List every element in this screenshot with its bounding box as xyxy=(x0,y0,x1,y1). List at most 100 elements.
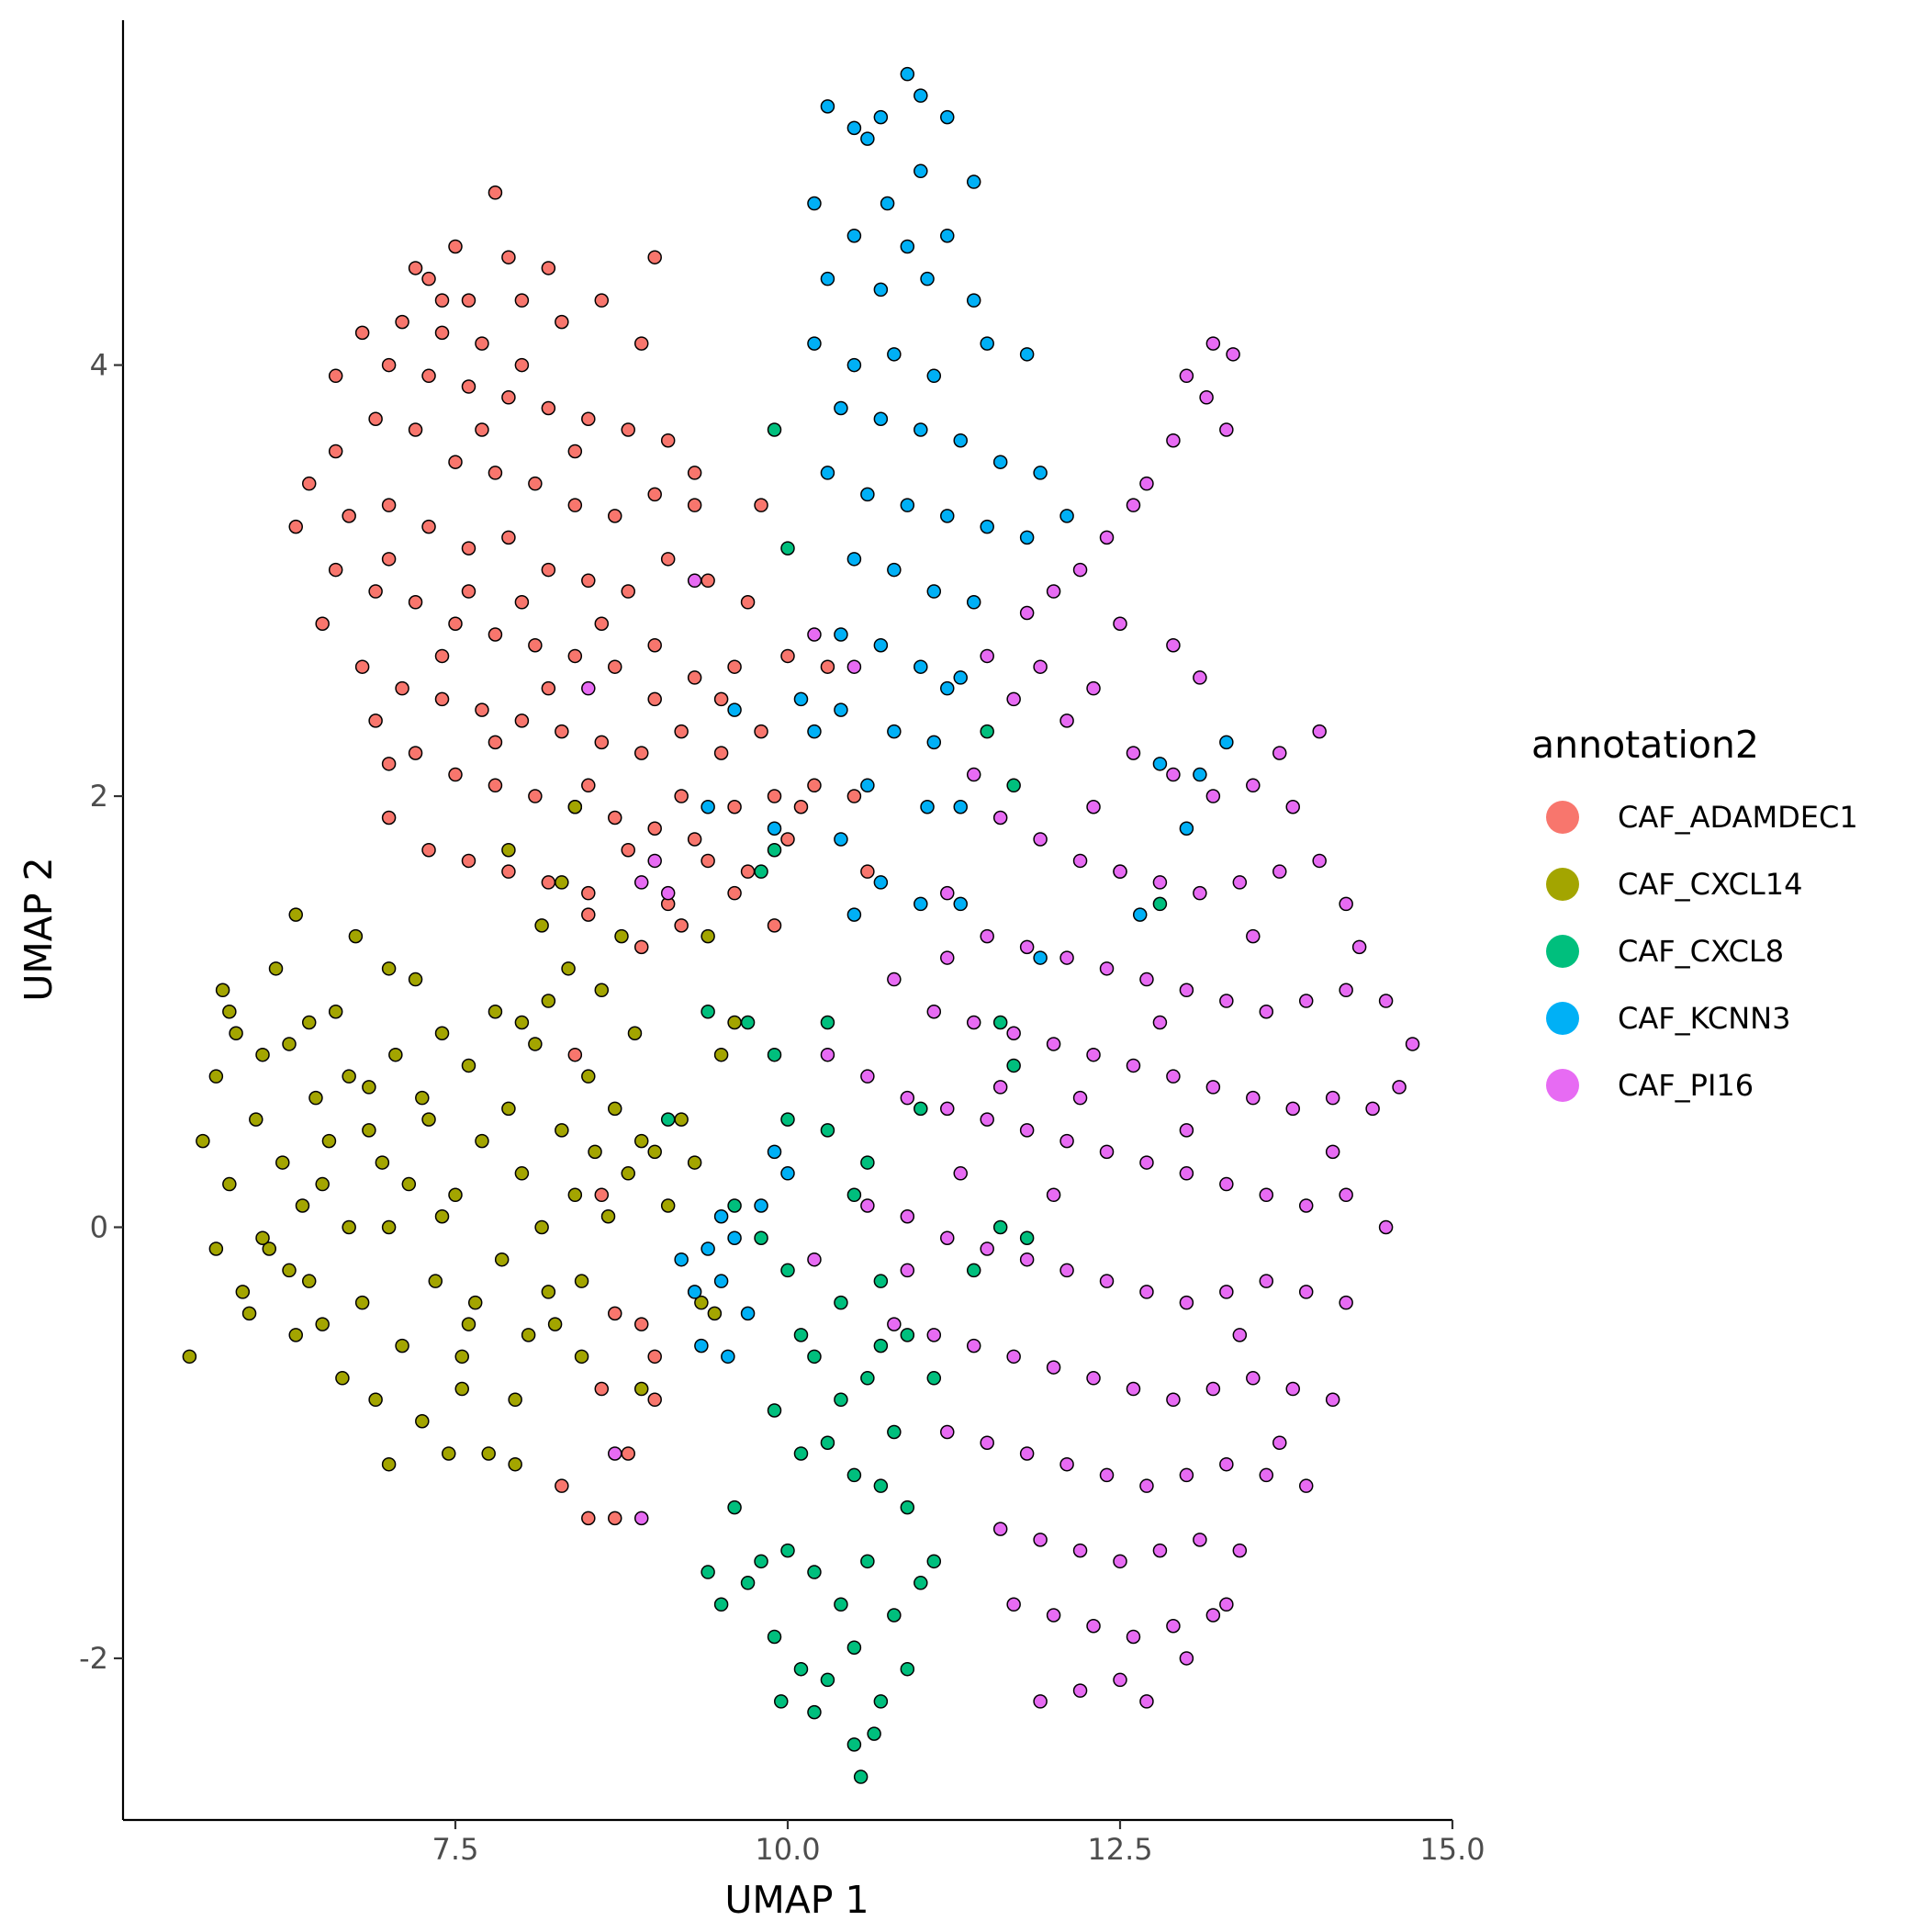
point-caf-kcnn3 xyxy=(1019,530,1035,545)
point-caf-kcnn3 xyxy=(780,1166,795,1181)
point-caf-cxcl14 xyxy=(241,1306,257,1321)
point-caf-cxcl8 xyxy=(780,1263,795,1278)
point-caf-cxcl14 xyxy=(321,1133,337,1149)
point-caf-pi16 xyxy=(1312,724,1327,739)
point-caf-cxcl8 xyxy=(701,1005,715,1019)
point-caf-adamdec1 xyxy=(581,885,596,901)
point-caf-pi16 xyxy=(1219,1597,1234,1612)
point-caf-adamdec1 xyxy=(541,680,556,696)
point-caf-cxcl14 xyxy=(461,1317,476,1331)
point-caf-cxcl14 xyxy=(514,1015,530,1030)
point-caf-kcnn3 xyxy=(992,455,1008,469)
point-caf-cxcl8 xyxy=(926,1554,942,1569)
point-caf-pi16 xyxy=(1339,1187,1353,1203)
point-caf-kcnn3 xyxy=(740,1306,756,1321)
legend-key-caf-pi16 xyxy=(1546,1069,1579,1102)
point-caf-adamdec1 xyxy=(461,584,476,599)
point-caf-adamdec1 xyxy=(434,691,450,707)
point-caf-pi16 xyxy=(926,1005,942,1019)
point-caf-adamdec1 xyxy=(528,476,543,491)
point-caf-cxcl14 xyxy=(574,1349,589,1365)
point-caf-cxcl8 xyxy=(914,1576,928,1590)
point-caf-adamdec1 xyxy=(567,648,583,664)
point-caf-adamdec1 xyxy=(727,885,742,901)
point-caf-adamdec1 xyxy=(514,713,530,728)
point-caf-cxcl14 xyxy=(262,1241,277,1256)
point-caf-adamdec1 xyxy=(767,918,782,933)
point-caf-pi16 xyxy=(1099,1144,1115,1160)
point-caf-cxcl14 xyxy=(567,1187,583,1203)
point-caf-pi16 xyxy=(1059,950,1074,965)
y-tick-label: 0 xyxy=(90,1209,108,1244)
point-caf-adamdec1 xyxy=(381,757,397,771)
point-caf-pi16 xyxy=(1139,1155,1154,1170)
point-caf-cxcl8 xyxy=(900,1328,915,1342)
point-caf-adamdec1 xyxy=(608,659,622,674)
point-caf-pi16 xyxy=(1152,1543,1168,1558)
point-caf-cxcl14 xyxy=(295,1198,310,1213)
point-caf-adamdec1 xyxy=(633,1317,649,1331)
point-caf-kcnn3 xyxy=(701,1241,715,1256)
point-caf-cxcl14 xyxy=(282,1037,297,1051)
point-caf-pi16 xyxy=(1152,1015,1168,1030)
point-caf-adamdec1 xyxy=(555,314,569,330)
point-caf-kcnn3 xyxy=(846,120,862,136)
point-caf-adamdec1 xyxy=(354,659,370,674)
point-caf-adamdec1 xyxy=(328,368,343,384)
point-caf-kcnn3 xyxy=(846,228,862,243)
point-caf-cxcl8 xyxy=(834,1295,848,1310)
point-caf-cxcl8 xyxy=(846,1467,862,1483)
point-caf-adamdec1 xyxy=(674,724,689,739)
point-caf-cxcl14 xyxy=(614,928,629,944)
point-caf-kcnn3 xyxy=(713,1209,729,1224)
point-caf-adamdec1 xyxy=(754,724,768,739)
point-caf-pi16 xyxy=(1179,983,1194,998)
point-caf-cxcl14 xyxy=(395,1338,409,1354)
point-caf-pi16 xyxy=(1126,1381,1141,1397)
point-caf-pi16 xyxy=(1272,864,1287,879)
point-caf-adamdec1 xyxy=(475,702,489,717)
point-caf-pi16 xyxy=(1179,1295,1194,1310)
point-caf-cxcl14 xyxy=(428,1274,443,1288)
point-caf-adamdec1 xyxy=(621,842,635,858)
point-caf-pi16 xyxy=(1046,1360,1061,1375)
point-caf-pi16 xyxy=(1351,939,1367,955)
point-caf-pi16 xyxy=(1193,885,1207,901)
point-caf-pi16 xyxy=(1298,1478,1314,1493)
point-caf-kcnn3 xyxy=(1219,735,1234,750)
point-caf-cxcl8 xyxy=(1019,1230,1035,1245)
point-caf-pi16 xyxy=(1019,605,1035,621)
point-caf-kcnn3 xyxy=(674,1252,689,1267)
legend-label: CAF_ADAMDEC1 xyxy=(1618,800,1858,835)
point-caf-pi16 xyxy=(1259,1467,1274,1483)
point-caf-adamdec1 xyxy=(555,724,569,739)
point-caf-kcnn3 xyxy=(953,432,968,448)
point-caf-kcnn3 xyxy=(873,109,889,125)
point-caf-cxcl8 xyxy=(860,1554,875,1569)
point-caf-cxcl14 xyxy=(448,1187,463,1203)
point-caf-adamdec1 xyxy=(288,519,303,534)
point-caf-cxcl8 xyxy=(926,1371,942,1386)
point-caf-cxcl8 xyxy=(793,1328,809,1342)
point-caf-cxcl14 xyxy=(581,1069,596,1084)
point-caf-kcnn3 xyxy=(926,735,942,750)
point-caf-pi16 xyxy=(1246,928,1261,944)
point-caf-pi16 xyxy=(1339,1295,1353,1310)
point-caf-kcnn3 xyxy=(687,1285,702,1299)
point-caf-cxcl14 xyxy=(501,1101,516,1117)
point-caf-pi16 xyxy=(1259,1005,1274,1019)
point-caf-adamdec1 xyxy=(421,519,436,534)
point-caf-cxcl14 xyxy=(588,1144,602,1160)
point-caf-pi16 xyxy=(940,1424,955,1440)
point-caf-pi16 xyxy=(1099,1467,1115,1483)
point-caf-pi16 xyxy=(940,950,955,965)
point-caf-pi16 xyxy=(807,627,822,642)
point-caf-adamdec1 xyxy=(461,541,476,556)
point-caf-adamdec1 xyxy=(767,789,782,803)
point-caf-kcnn3 xyxy=(721,1349,735,1365)
point-caf-cxcl8 xyxy=(966,1263,981,1278)
point-caf-kcnn3 xyxy=(793,691,809,707)
point-caf-cxcl14 xyxy=(421,1112,436,1127)
point-caf-adamdec1 xyxy=(660,552,676,567)
point-caf-cxcl14 xyxy=(255,1047,270,1062)
